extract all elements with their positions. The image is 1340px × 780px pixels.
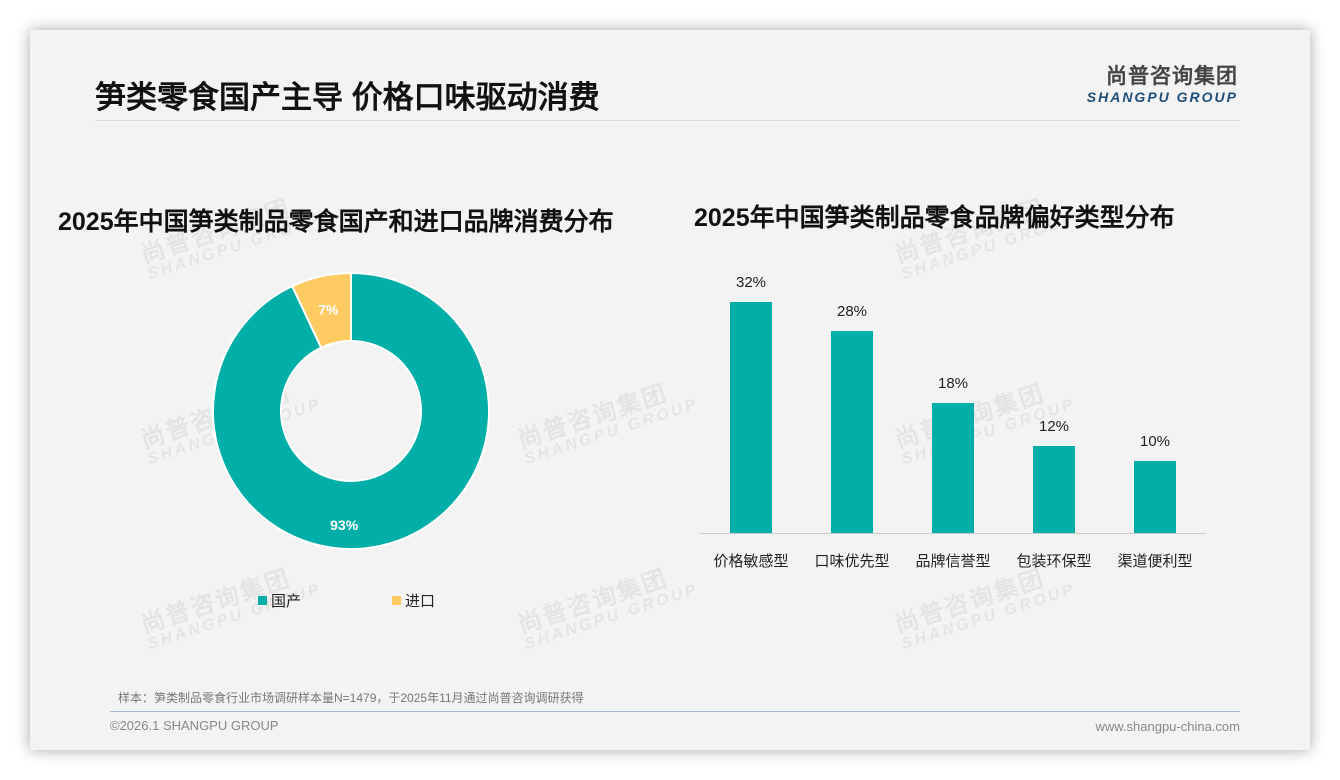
sample-note: 样本：笋类制品零食行业市场调研样本量N=1479，于2025年11月通过尚普咨询… <box>118 691 584 705</box>
bar <box>932 403 974 533</box>
legend-label: 国产 <box>271 593 302 610</box>
legend-item-domestic: 国产 <box>258 590 301 611</box>
x-axis-tick-label: 渠道便利型 <box>1117 553 1193 570</box>
bar-value-label: 12% <box>1038 418 1070 436</box>
donut-chart-title: 2025年中国笋类制品零食国产和进口品牌消费分布 <box>58 208 614 236</box>
title-divider <box>95 120 1240 121</box>
company-logo: 尚普咨询集团 SHANGPU GROUP <box>1087 65 1238 105</box>
slide-title: 笋类零食国产主导 价格口味驱动消费 <box>95 80 600 115</box>
x-axis-tick-label: 品牌信誉型 <box>915 553 991 570</box>
bar <box>1033 446 1075 533</box>
legend-item-imported: 进口 <box>392 590 435 611</box>
donut-data-label: 93% <box>330 517 359 533</box>
footer-divider <box>110 711 1240 712</box>
donut-data-label: 7% <box>318 302 339 318</box>
x-axis-line <box>700 533 1206 534</box>
x-axis-tick-label: 口味优先型 <box>814 553 890 570</box>
footer-website: www.shangpu-china.com <box>1095 719 1240 734</box>
bar <box>1134 460 1176 533</box>
logo-en-text: SHANGPU GROUP <box>1086 89 1238 105</box>
bar-value-label: 32% <box>735 274 767 291</box>
bar-chart-title: 2025年中国笋类制品零食品牌偏好类型分布 <box>694 204 1175 232</box>
legend-swatch-teal <box>258 596 267 605</box>
legend-swatch-yellow <box>392 596 401 605</box>
footer-copyright: ©2026.1 SHANGPU GROUP <box>110 718 279 733</box>
x-axis-tick-label: 包装环保型 <box>1016 553 1092 570</box>
bar-chart: 32% 价格敏感型 28% 口味优先型 18% 品牌信誉型 12% 包装环保型 10% 渠道便利型 <box>700 270 1210 590</box>
bar-value-label: 10% <box>1139 432 1171 450</box>
legend-label: 进口 <box>405 593 436 610</box>
x-axis-tick-label: 价格敏感型 <box>713 553 789 570</box>
bar-value-label: 28% <box>836 302 868 320</box>
logo-cn-text: 尚普咨询集团 <box>1106 65 1238 88</box>
donut-slice <box>290 272 352 349</box>
donut-chart: 93% 7% <box>212 272 490 550</box>
donut-slice <box>212 272 490 550</box>
bar-value-label: 18% <box>937 375 969 393</box>
bar <box>730 302 772 533</box>
bar <box>831 330 873 533</box>
